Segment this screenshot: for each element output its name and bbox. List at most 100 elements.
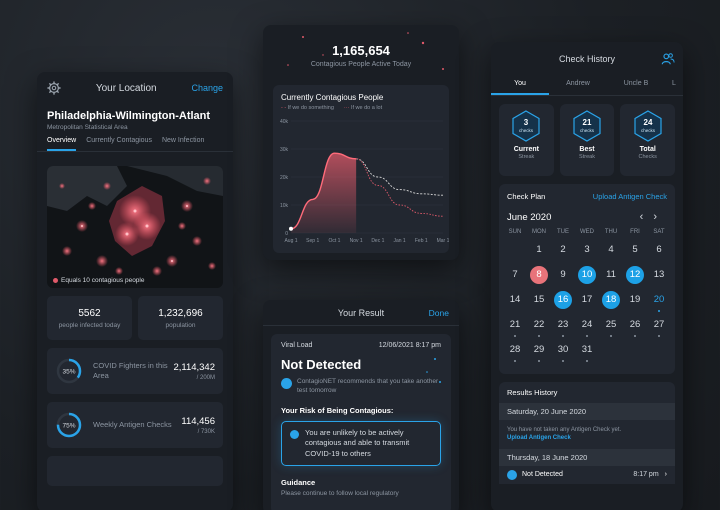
calendar-day[interactable]: 27 [647,312,671,337]
day-number: 16 [554,290,572,309]
streaks-row: 3 checks Current Streak 21 checks Best S… [491,96,683,176]
calendar-day[interactable]: 7 [503,262,527,287]
history-note-text: You have not taken any Antigen Check yet… [507,427,622,433]
calendar-day[interactable]: 14 [503,287,527,312]
y-tick-label: 30k [280,147,289,153]
tab-andrew[interactable]: Andrew [566,80,590,87]
tab-you[interactable]: You [491,76,549,95]
calendar-day[interactable]: 2 [551,237,575,262]
history-result-time: 8:17 pm [633,471,659,479]
calendar-day[interactable]: 24 [575,312,599,337]
gear-icon[interactable] [47,81,61,95]
actual-area [291,153,357,233]
population-box: 1,232,696 population [138,296,223,340]
next-month-icon[interactable]: › [653,211,667,223]
tab-new-infection[interactable]: New Infection [161,137,205,144]
calendar-day[interactable]: 17 [575,287,599,312]
day-number: 19 [629,294,641,305]
tab-more[interactable]: L [672,80,676,87]
calendar-day[interactable]: 5 [623,237,647,262]
calendar-day[interactable]: 21 [503,312,527,337]
day-number: 27 [653,319,665,330]
risk-box: You are unlikely to be actively contagio… [281,420,441,467]
day-number: 25 [605,319,617,330]
calendar-day[interactable]: 31 [575,337,599,362]
day-number: 11 [606,269,616,280]
covid-fighters-card[interactable]: 35% COVID Fighters in this Area 2,114,34… [47,348,223,394]
area-type: Metropolitan Statistical Area [47,124,128,131]
calendar-day[interactable]: 4 [599,237,623,262]
location-panel: Your Location Change Philadelphia-Wilmin… [37,72,233,510]
calendar-empty [599,337,623,362]
day-number: 12 [626,265,644,284]
calendar-day[interactable]: 25 [599,312,623,337]
calendar-day[interactable]: 9 [551,262,575,287]
calendar-day[interactable]: 8 [527,262,551,287]
day-number: 7 [512,269,518,280]
calendar-day[interactable]: 12 [623,262,647,287]
y-tick-label: 10k [280,203,289,209]
users-icon[interactable] [661,52,675,66]
city-name: Philadelphia-Wilmington-Atlant [47,110,211,122]
tab-overview[interactable]: Overview [47,137,77,151]
done-button[interactable]: Done [428,307,449,318]
calendar-day[interactable]: 15 [527,287,551,312]
location-header: Your Location Change [37,72,233,104]
calendar-day[interactable]: 3 [575,237,599,262]
weekly-pct: 75% [62,423,75,430]
calendar-day[interactable]: 13 [647,262,671,287]
calendar-day[interactable]: 28 [503,337,527,362]
day-number [626,341,644,359]
calendar-day[interactable]: 30 [551,337,575,362]
calendar-day[interactable]: 22 [527,312,551,337]
best-sub: Streak [579,154,595,160]
upload-antigen-note-link[interactable]: Upload Antigen Check [507,435,571,442]
day-number [650,341,668,359]
tab-uncle-b[interactable]: Uncle B [623,80,649,87]
chevron-right-icon: › [664,471,667,479]
month-nav: ‹› [640,211,667,223]
calendar-day[interactable]: 19 [623,287,647,312]
chart-card: Currently Contagious People - - If we do… [273,85,449,253]
next-card[interactable] [47,456,223,486]
location-tabs: Overview Currently Contagious New Infect… [37,131,233,152]
x-tick-label: Nov 1 [350,238,363,244]
upload-antigen-link[interactable]: Upload Antigen Check [592,192,667,201]
weekly-checks-card[interactable]: 75% Weekly Antigen Checks 114,456 / 730K [47,402,223,448]
day-number: 24 [581,319,593,330]
scheduled-dot-icon [513,334,517,337]
y-tick-label: 40k [280,119,289,125]
calendar-day[interactable]: 23 [551,312,575,337]
calendar-day[interactable]: 10 [575,262,599,287]
projection-series-line [356,158,444,196]
change-link[interactable]: Change [191,83,223,93]
tab-currently-contagious[interactable]: Currently Contagious [86,137,152,144]
prev-month-icon[interactable]: ‹ [639,211,654,223]
calendar-day[interactable]: 26 [623,312,647,337]
heat-map[interactable]: Equals 10 contagious people [47,166,223,288]
calendar-day[interactable]: 16 [551,287,575,312]
check-plan-label: Check Plan [507,192,546,201]
day-number: 26 [629,319,641,330]
series-start-point [289,226,293,231]
day-number: 23 [557,319,569,330]
calendar-day[interactable]: 20 [647,287,671,312]
calendar-day[interactable]: 1 [527,237,551,262]
day-number: 29 [533,344,545,355]
calendar-day[interactable]: 6 [647,237,671,262]
calendar-day[interactable]: 18 [599,287,623,312]
history-panel: Check History You Andrew Uncle B L 3 che… [491,42,683,510]
calendar-day[interactable]: 11 [599,262,623,287]
date-header-1: Saturday, 20 June 2020 [499,403,675,420]
scheduled-dot-icon [513,359,517,362]
history-result-row[interactable]: Not Detected 8:17 pm › [499,465,675,484]
day-number: 28 [509,344,521,355]
actual-series-line [290,152,357,230]
scheduled-dot-icon [561,334,565,337]
day-number: 4 [608,244,614,255]
day-number: 17 [581,294,593,305]
calendar-day[interactable]: 29 [527,337,551,362]
scheduled-dot-icon [609,334,613,337]
particle-decoration [287,32,444,70]
day-number: 22 [533,319,545,330]
